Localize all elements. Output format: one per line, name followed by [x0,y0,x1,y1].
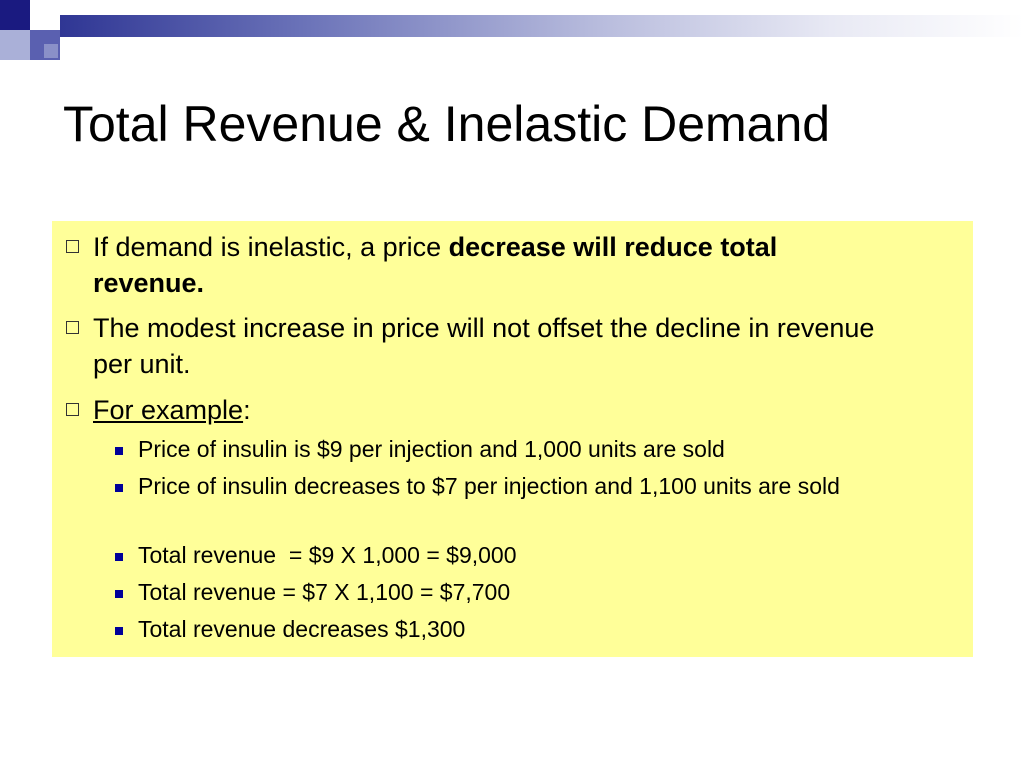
sub-bullet-text: Price of insulin decreases to $7 per inj… [138,473,840,499]
sub-bullet-text: Total revenue = $7 X 1,100 = $7,700 [138,579,511,605]
bullet-text: The modest increase in price will not of… [93,313,875,379]
bullet-item: For example: [66,392,893,428]
decor-square [44,44,58,58]
slide-title: Total Revenue & Inelastic Demand [63,96,831,152]
bullet-text: If demand is inelastic, a price decrease… [93,229,893,301]
content-panel [52,221,973,657]
bullet-text: For example: [93,392,893,428]
sub-bullet-item: Total revenue = $9 X 1,000 = $9,000 [115,540,918,571]
title-decoration [0,0,1024,70]
sub-bullet-item: Total revenue = $7 X 1,100 = $7,700 [115,577,918,608]
decor-square [0,30,30,60]
filled-square-bullet-icon [115,553,123,561]
bullet-text-underlined: For example [93,395,244,425]
sub-bullet-item: Price of insulin decreases to $7 per inj… [115,471,918,502]
decor-gradient-bar [60,15,1024,37]
bullet-text-bold: decrease will reduce total revenue. [93,232,778,298]
filled-square-bullet-icon [115,484,123,492]
decor-square [14,14,30,30]
sub-bullet-item: Price of insulin is $9 per injection and… [115,434,918,465]
sub-bullet-item: Total revenue decreases $1,300 [115,614,918,645]
filled-square-bullet-icon [115,590,123,598]
filled-square-bullet-icon [115,627,123,635]
bullet-item: If demand is inelastic, a price decrease… [66,229,893,301]
decor-square [30,0,60,30]
hollow-square-bullet-icon [66,403,79,416]
sub-bullet-text: Price of insulin is $9 per injection and… [138,436,725,462]
bullet-item: The modest increase in price will not of… [66,310,893,382]
bullet-text-plain: If demand is inelastic, a price [93,232,449,262]
bullet-text-suffix: : [243,395,251,425]
hollow-square-bullet-icon [66,240,79,253]
sub-bullet-text: Total revenue = $9 X 1,000 = $9,000 [138,542,517,568]
sub-bullet-text: Total revenue decreases $1,300 [138,616,466,642]
filled-square-bullet-icon [115,447,123,455]
hollow-square-bullet-icon [66,321,79,334]
